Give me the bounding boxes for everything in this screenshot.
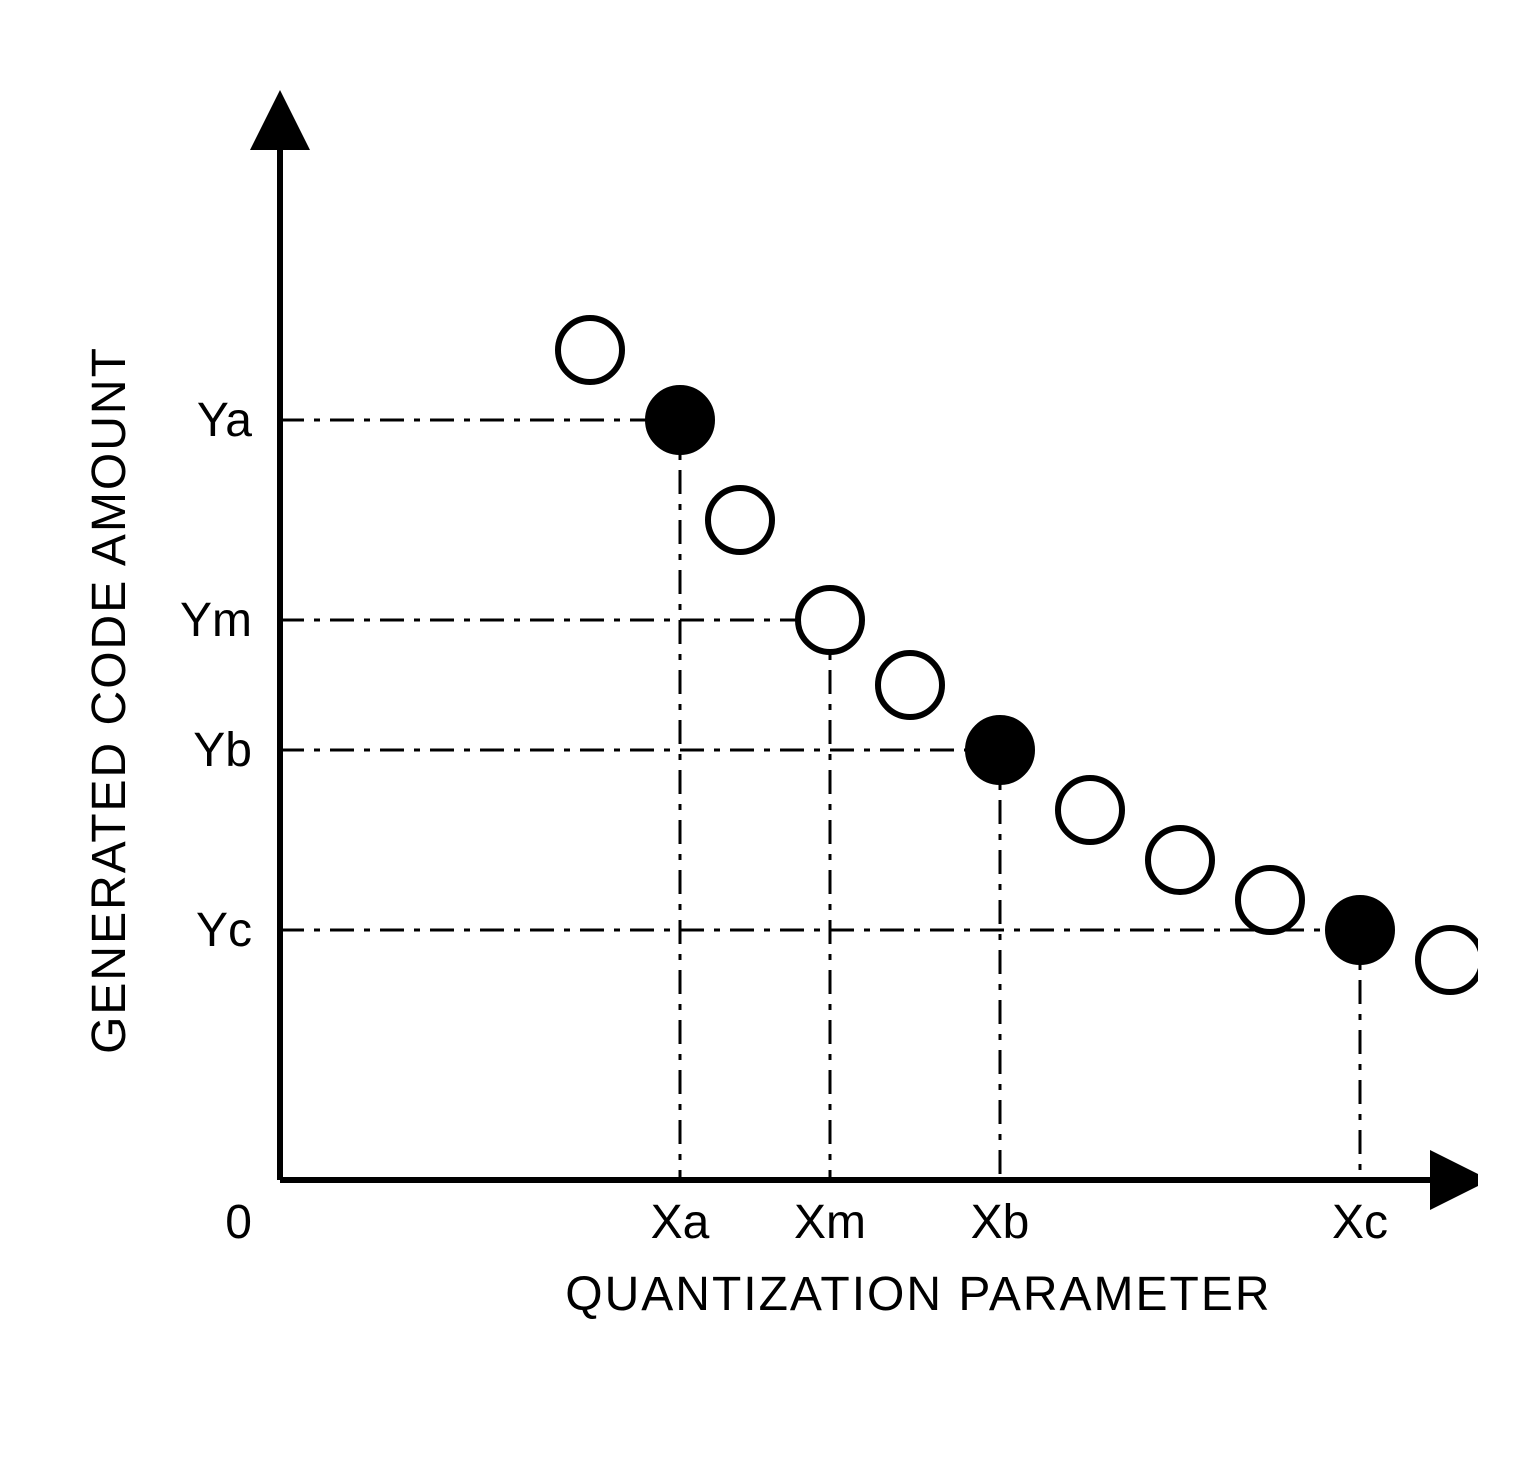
data-point-filled bbox=[968, 718, 1032, 782]
data-point-open bbox=[708, 488, 772, 552]
data-point-open bbox=[878, 653, 942, 717]
chart-svg: Ya Xa Ym Xm Yb Xb Yc Xc 0 QUANTIZATION PARAMETER G… bbox=[40, 40, 1478, 1438]
y-tick-label: Ym bbox=[180, 594, 252, 647]
data-point-open bbox=[1238, 868, 1302, 932]
data-point-open bbox=[1148, 828, 1212, 892]
y-tick-label: Ya bbox=[197, 394, 252, 447]
data-points bbox=[558, 318, 1478, 992]
chart-container: Ya Xa Ym Xm Yb Xb Yc Xc 0 QUANTIZATION PARAMETER G… bbox=[40, 40, 1478, 1438]
x-tick-label: Xm bbox=[794, 1196, 866, 1249]
y-tick-label: Yb bbox=[193, 724, 252, 777]
x-tick-label: Xb bbox=[971, 1196, 1030, 1249]
data-point-open bbox=[798, 588, 862, 652]
data-point-open bbox=[1418, 928, 1478, 992]
x-axis-label: QUANTIZATION PARAMETER bbox=[565, 1268, 1271, 1321]
origin-label: 0 bbox=[225, 1196, 252, 1249]
data-point-filled bbox=[648, 388, 712, 452]
x-tick-label: Xc bbox=[1332, 1196, 1388, 1249]
y-tick-label: Yc bbox=[196, 904, 252, 957]
data-point-open bbox=[558, 318, 622, 382]
x-tick-label: Xa bbox=[651, 1196, 710, 1249]
data-point-filled bbox=[1328, 898, 1392, 962]
y-axis-label: GENERATED CODE AMOUNT bbox=[83, 346, 136, 1054]
data-point-open bbox=[1058, 778, 1122, 842]
guide-lines bbox=[280, 420, 1360, 1180]
